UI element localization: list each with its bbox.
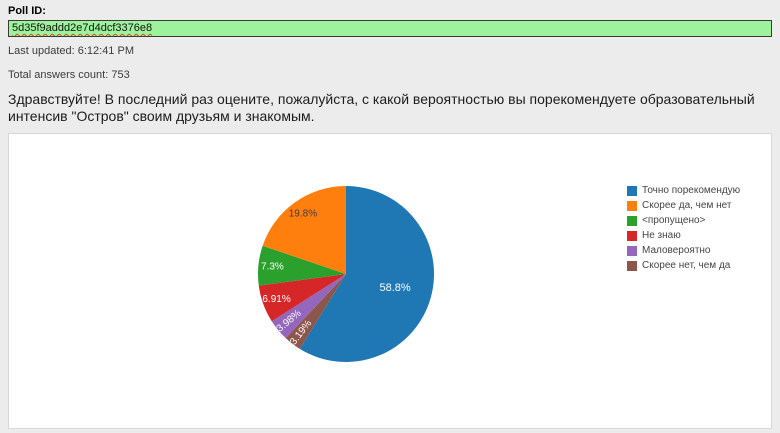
question-text: Здравствуйте! В последний раз оцените, п… [8,91,755,124]
legend-swatch [627,186,637,196]
legend-item[interactable]: <пропущено> [627,215,740,227]
pie-slice-label: 7.3% [261,261,284,272]
poll-id-label: Poll ID: [8,5,46,17]
legend-swatch [627,231,637,241]
legend-label: Маловероятно [642,245,711,256]
legend-label: Скорее да, чем нет [642,200,732,211]
total-answers-text: Total answers count: 753 [8,69,130,81]
legend-item[interactable]: Скорее да, чем нет [627,200,740,212]
pie-slice[interactable] [262,186,346,274]
legend-item[interactable]: Скорее нет, чем да [627,260,740,272]
pie-slice-label: 6.91% [262,294,290,305]
legend-item[interactable]: Точно порекомендую [627,185,740,197]
pie-slice[interactable] [285,274,346,349]
legend-item[interactable]: Не знаю [627,230,740,242]
legend-swatch [627,246,637,256]
pie-slice[interactable] [271,274,346,339]
poll-id-input[interactable]: 5d35f9addd2e7d4dcf3376e8 [8,20,772,37]
poll-id-value: 5d35f9addd2e7d4dcf3376e8 [12,22,153,34]
pie-chart-svg: 58.8%3.19%3.98%6.91%7.3%19.8% [258,186,435,362]
chart-legend: Точно порекомендую Скорее да, чем нет <про… [627,185,740,275]
legend-label: Не знаю [642,230,681,241]
pie-slice-label: 58.8% [379,282,410,294]
pie-slice[interactable] [258,245,346,286]
chart-panel: 58.8% 3.19% 3.98% 6.91% 7.3% 19.8% Точно поре… [8,133,772,429]
pie-slice[interactable] [258,274,346,322]
legend-label: <пропущено> [642,215,706,226]
last-updated-text: Last updated: 6:12:41 PM [8,45,134,57]
pie-slice-label: 19.8% [289,209,317,220]
legend-label: Точно порекомендую [642,185,741,196]
pie-slice[interactable] [299,186,435,362]
legend-swatch [627,201,637,211]
legend-item[interactable]: Маловероятно [627,245,740,257]
legend-label: Скорее нет, чем да [642,260,731,271]
legend-swatch [627,216,637,226]
legend-swatch [627,261,637,271]
